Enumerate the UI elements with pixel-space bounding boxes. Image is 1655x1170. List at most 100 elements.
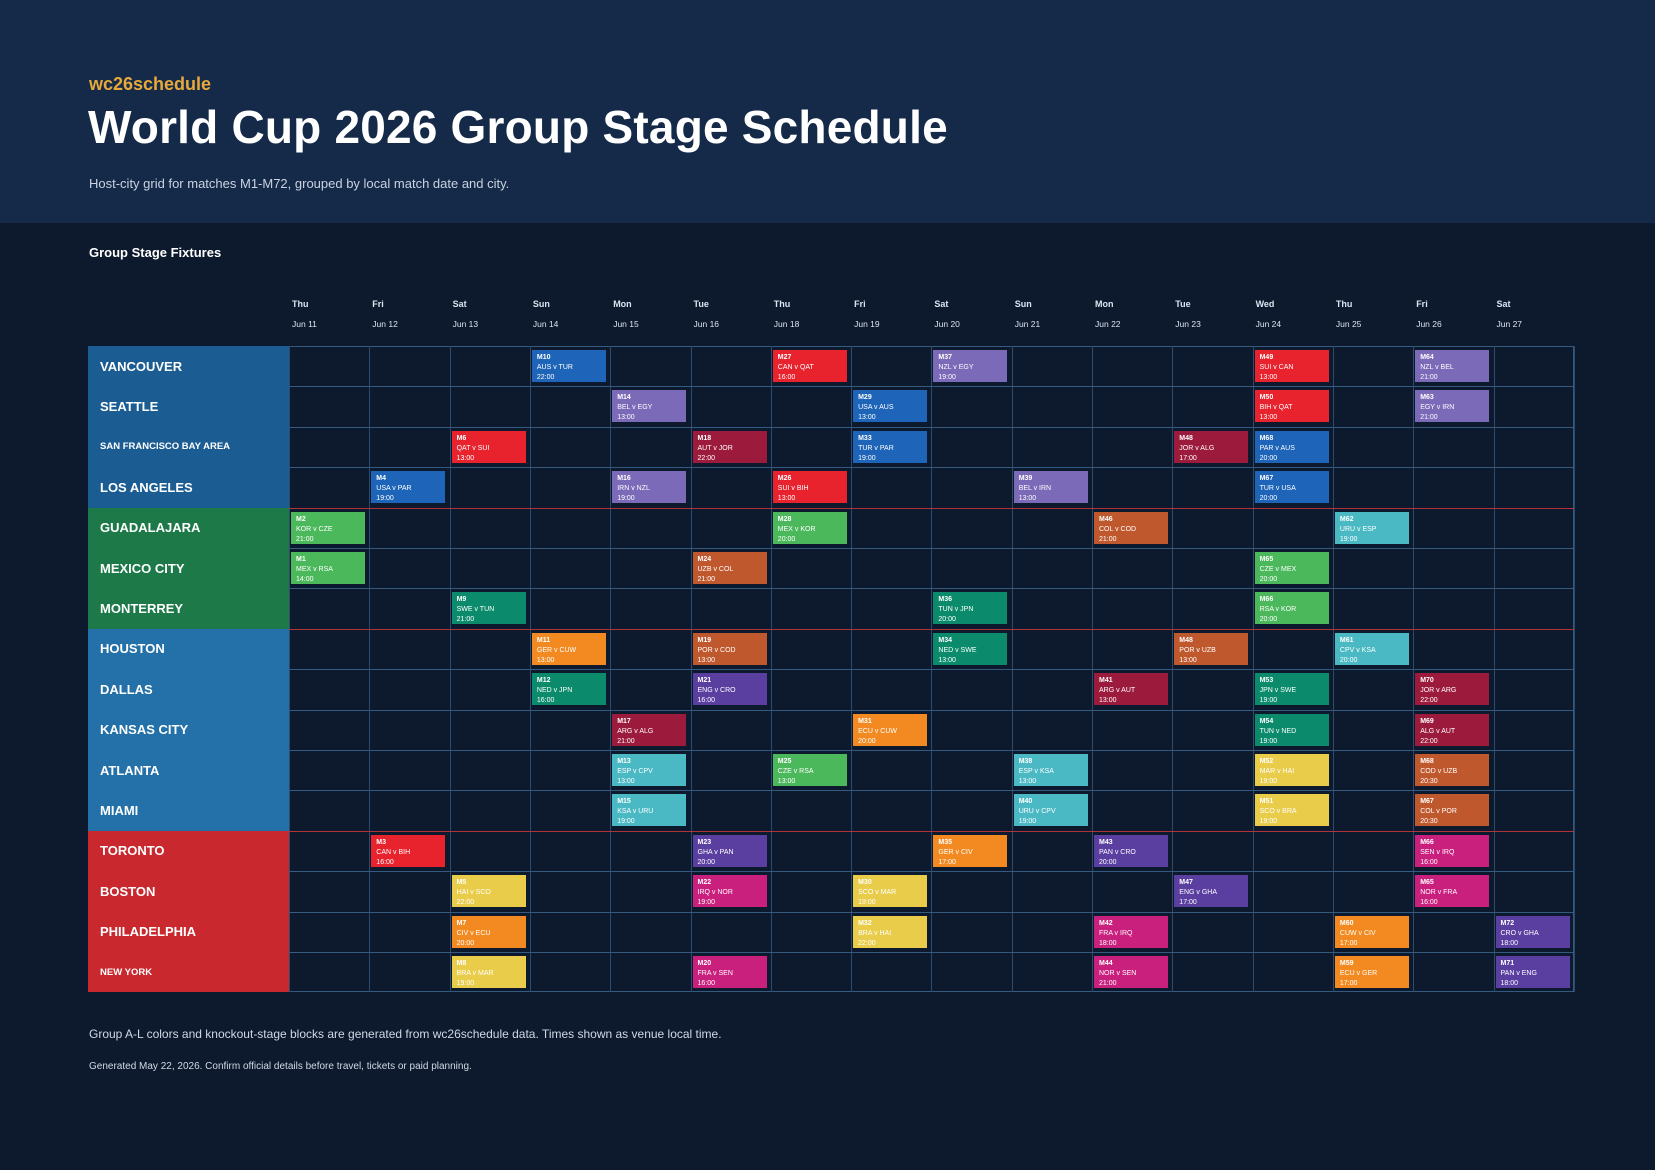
match-id: M67 [1259, 475, 1274, 483]
match-card[interactable]: M68 PAR v AUS 20:00 [1254, 430, 1329, 463]
match-card[interactable]: M70 JOR v ARG 22:00 [1415, 673, 1490, 706]
match-card[interactable]: M24 UZB v COL 21:00 [692, 552, 767, 584]
day-date: Jun 14 [532, 319, 559, 329]
match-card[interactable]: M7 CIV v ECU 20:00 [451, 915, 526, 948]
match-card[interactable]: M10 AUS v TUR 22:00 [531, 350, 606, 382]
match-card[interactable]: M22 IRQ v NOR 19:00 [692, 875, 767, 908]
match-card[interactable]: M41 ARG v AUT 13:00 [1094, 673, 1168, 706]
match-card[interactable]: M69 ALG v AUT 22:00 [1415, 713, 1490, 746]
match-card[interactable]: M9 SWE v TUN 21:00 [451, 592, 526, 625]
match-card[interactable]: M12 NED v JPN 16:00 [531, 673, 606, 706]
match-card[interactable]: M49 SUI v CAN 13:00 [1254, 350, 1329, 382]
match-card[interactable]: M1 MEX v RSA 14:00 [291, 552, 365, 584]
match-teams: USA v AUS [858, 404, 894, 412]
match-card[interactable]: M16 IRN v NZL 19:00 [612, 471, 687, 504]
match-card[interactable]: M54 TUN v NED 19:00 [1254, 713, 1329, 746]
match-time: 20:00 [1339, 656, 1358, 664]
match-teams: BEL v EGY [617, 404, 653, 412]
match-id: M16 [617, 475, 631, 483]
match-card[interactable]: M34 NED v SWE 13:00 [933, 632, 1008, 665]
match-teams: AUS v TUR [536, 364, 573, 371]
match-card[interactable]: M38 ESP v KSA 13:00 [1013, 754, 1088, 786]
match-card[interactable]: M52 MAR v HAI 19:00 [1254, 754, 1329, 786]
footer-generated: Generated May 22, 2026. Confirm official… [89, 1061, 472, 1072]
match-card[interactable]: M8 BRA v MAR 19:00 [451, 956, 526, 988]
match-card[interactable]: M14 BEL v EGY 13:00 [612, 390, 687, 423]
match-card[interactable]: M48 JOR v ALG 17:00 [1174, 430, 1249, 463]
match-card[interactable]: M47 ENG v GHA 17:00 [1174, 875, 1249, 908]
match-card[interactable]: M72 CRO v GHA 18:00 [1495, 915, 1570, 948]
match-card[interactable]: M20 FRA v SEN 16:00 [692, 956, 767, 988]
match-card[interactable]: M43 PAN v CRO 20:00 [1094, 834, 1168, 867]
match-card[interactable]: M19 POR v COD 13:00 [692, 632, 767, 665]
match-time: 13:00 [938, 656, 956, 664]
match-card[interactable]: M4 USA v PAR 19:00 [371, 471, 446, 504]
match-card[interactable]: M29 USA v AUS 13:00 [853, 390, 928, 423]
match-id: M18 [697, 434, 712, 442]
match-card[interactable]: M35 GER v CIV 17:00 [933, 834, 1008, 867]
match-card[interactable]: M28 MEX v KOR 20:00 [772, 511, 847, 544]
match-time: 20:00 [1259, 576, 1278, 583]
match-card[interactable]: M62 URU v ESP 19:00 [1334, 511, 1409, 544]
match-teams: SUI v CAN [1259, 364, 1294, 371]
match-card[interactable]: M64 NZL v BEL 21:00 [1415, 350, 1490, 382]
match-card[interactable]: M65 NOR v FRA 16:00 [1415, 875, 1490, 908]
day-date: Jun 12 [372, 319, 398, 329]
match-card[interactable]: M21 ENG v CRO 16:00 [692, 673, 767, 706]
match-card[interactable]: M42 FRA v IRQ 18:00 [1094, 915, 1168, 948]
match-time: 19:00 [858, 899, 876, 907]
match-card[interactable]: M17 ARG v ALG 21:00 [612, 713, 687, 746]
match-card[interactable]: M37 NZL v EGY 19:00 [933, 350, 1008, 382]
match-teams: IRQ v NOR [697, 889, 733, 897]
match-id: M70 [1420, 677, 1434, 685]
match-teams: AUT v JOR [697, 444, 733, 452]
match-card[interactable]: M26 SUI v BIH 13:00 [772, 471, 847, 504]
match-card[interactable]: M44 NOR v SEN 21:00 [1094, 956, 1168, 988]
brand-name[interactable]: wc26schedule [89, 74, 212, 94]
match-card[interactable]: M53 JPN v SWE 19:00 [1254, 673, 1329, 706]
match-card[interactable]: M27 CAN v QAT 16:00 [772, 350, 847, 382]
grid-row-line [289, 386, 1574, 388]
match-card[interactable]: M13 ESP v CPV 13:00 [612, 754, 687, 786]
match-time: 19:00 [858, 454, 876, 462]
match-card[interactable]: M66 RSA v KOR 20:00 [1254, 592, 1329, 625]
match-card[interactable]: M60 CUW v CIV 17:00 [1334, 915, 1409, 948]
match-card[interactable]: M33 TUR v PAR 19:00 [853, 430, 928, 463]
match-teams: NOR v SEN [1099, 970, 1137, 977]
match-card[interactable]: M30 SCO v MAR 19:00 [853, 875, 928, 908]
match-card[interactable]: M40 URU v CPV 19:00 [1013, 794, 1088, 827]
match-teams: URU v ESP [1339, 525, 1377, 533]
match-teams: ENG v GHA [1179, 889, 1218, 897]
match-card[interactable]: M65 CZE v MEX 20:00 [1254, 552, 1329, 584]
match-card[interactable]: M3 CAN v BIH 16:00 [371, 834, 446, 867]
match-card[interactable]: M6 QAT v SUI 13:00 [451, 430, 526, 463]
match-card[interactable]: M18 AUT v JOR 22:00 [692, 430, 767, 463]
match-card[interactable]: M71 PAN v ENG 18:00 [1495, 956, 1570, 988]
match-card[interactable]: M2 KOR v CZE 21:00 [291, 511, 365, 544]
match-card[interactable]: M5 HAI v SCO 22:00 [451, 875, 526, 908]
match-card[interactable]: M32 BRA v HAI 22:00 [853, 915, 928, 948]
match-id: M22 [697, 879, 712, 887]
match-card[interactable]: M67 TUR v USA 20:00 [1254, 471, 1329, 504]
match-card[interactable]: M23 GHA v PAN 20:00 [692, 834, 767, 867]
match-card[interactable]: M50 BIH v QAT 13:00 [1254, 390, 1329, 423]
match-card[interactable]: M59 ECU v GER 17:00 [1334, 956, 1409, 988]
match-card[interactable]: M66 SEN v IRQ 16:00 [1415, 834, 1490, 867]
match-card[interactable]: M31 ECU v CUW 20:00 [853, 713, 928, 746]
match-card[interactable]: M36 TUN v JPN 20:00 [933, 592, 1008, 625]
match-card[interactable]: M48 POR v UZB 13:00 [1174, 632, 1249, 665]
match-card[interactable]: M11 GER v CUW 13:00 [531, 632, 606, 665]
match-card[interactable]: M61 CPV v KSA 20:00 [1334, 632, 1409, 665]
match-time: 14:00 [296, 576, 314, 583]
match-card[interactable]: M51 SCO v BRA 19:00 [1254, 794, 1329, 827]
match-card[interactable]: M67 COL v POR 20:30 [1415, 794, 1490, 827]
day-header: Fri Jun 12 [372, 299, 452, 329]
match-card[interactable]: M39 BEL v IRN 13:00 [1013, 471, 1088, 504]
match-card[interactable]: M68 COD v UZB 20:30 [1415, 754, 1490, 786]
match-card[interactable]: M46 COL v COD 21:00 [1094, 511, 1168, 544]
match-card[interactable]: M25 CZE v RSA 13:00 [772, 754, 847, 786]
match-id: M26 [777, 475, 792, 483]
match-card[interactable]: M15 KSA v URU 19:00 [612, 794, 687, 827]
match-card[interactable]: M63 EGY v IRN 21:00 [1415, 390, 1490, 423]
match-id: M10 [536, 354, 551, 361]
